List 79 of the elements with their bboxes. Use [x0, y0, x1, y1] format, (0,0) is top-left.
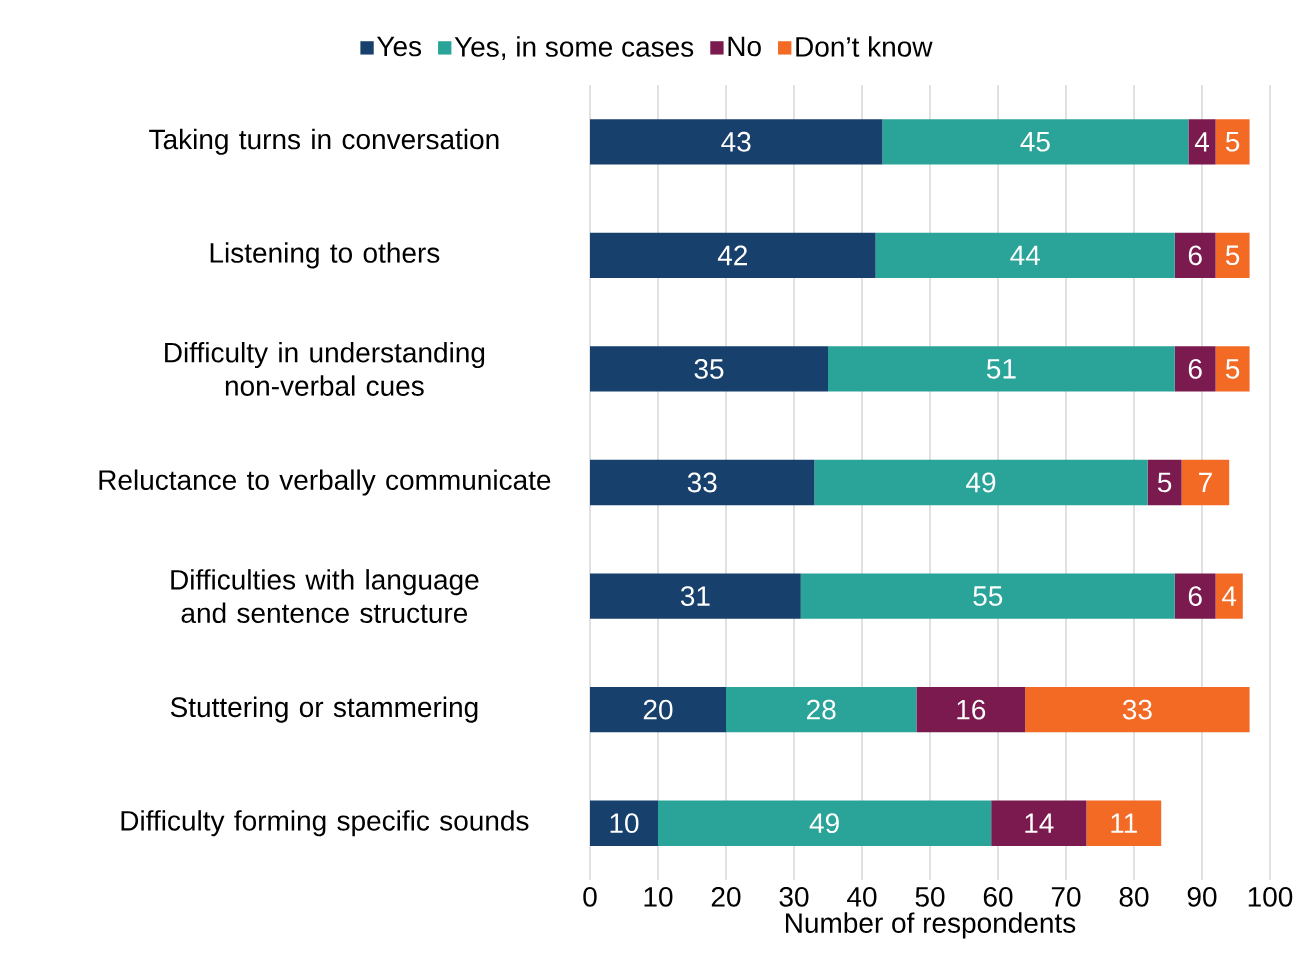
bar — [800, 573, 1175, 619]
bar — [916, 686, 1026, 733]
x-tick-label: 30 — [779, 886, 809, 907]
bar — [590, 686, 726, 733]
bar — [1188, 119, 1216, 165]
bar — [1174, 346, 1216, 392]
x-tick-label: 80 — [1119, 886, 1149, 907]
bar — [590, 573, 801, 619]
data-label: 49 — [809, 813, 839, 834]
data-label: 4 — [1194, 132, 1209, 152]
data-label: 6 — [1188, 586, 1202, 606]
data-label: 6 — [1188, 359, 1202, 379]
bar — [590, 119, 883, 165]
data-label: 6 — [1188, 245, 1202, 266]
x-tick-label: 0 — [583, 886, 597, 907]
x-tick-label: 60 — [983, 886, 1013, 907]
bar — [991, 800, 1087, 846]
data-label: 51 — [986, 359, 1016, 379]
x-tick-label: 70 — [1051, 886, 1081, 907]
bar — [875, 232, 1175, 279]
bar — [590, 232, 876, 279]
data-label: 5 — [1157, 472, 1172, 493]
x-tick-label: 40 — [847, 886, 877, 907]
bar — [590, 800, 658, 846]
data-label: 45 — [1020, 132, 1050, 152]
data-label: 5 — [1225, 359, 1240, 379]
data-label: 16 — [957, 699, 986, 720]
legend-label: Yes, in some cases — [454, 36, 694, 61]
bar — [1025, 686, 1250, 733]
data-label: 28 — [807, 699, 836, 720]
x-tick-label: 50 — [915, 886, 945, 907]
data-label: 33 — [1122, 699, 1152, 720]
data-label: 43 — [721, 131, 751, 152]
bar — [1215, 573, 1243, 619]
data-label: 7 — [1199, 472, 1212, 493]
y-tick-label: Taking turns in conversation — [149, 128, 499, 155]
y-tick-label: Stuttering or stammering — [170, 696, 478, 723]
bar — [590, 346, 828, 392]
bar — [1215, 119, 1250, 165]
legend-label: Yes — [376, 36, 422, 57]
bar — [590, 459, 815, 506]
x-tick-label: 10 — [644, 886, 673, 907]
data-label: 4 — [1222, 586, 1237, 606]
y-tick-label: Difficulty in understanding non-verbal cues — [165, 341, 485, 396]
data-label: 10 — [610, 813, 639, 834]
bar — [1215, 346, 1250, 392]
bar — [882, 119, 1189, 165]
data-label: 44 — [1010, 245, 1040, 265]
data-label: 49 — [966, 472, 996, 493]
bar — [1147, 459, 1182, 506]
data-label: 20 — [643, 699, 673, 720]
legend-label: No — [728, 36, 761, 57]
data-label: 5 — [1225, 132, 1240, 152]
bar — [1086, 800, 1162, 846]
bar — [814, 459, 1148, 506]
data-label: 33 — [687, 472, 717, 493]
x-tick-label: 90 — [1187, 886, 1217, 907]
y-tick-label: Difficulty forming specific sounds — [121, 810, 529, 837]
legend-label: Don’t know — [796, 36, 933, 57]
data-label: 14 — [1025, 813, 1054, 833]
data-label: 42 — [717, 245, 747, 266]
bar — [1215, 232, 1250, 279]
data-label: 11 — [1111, 813, 1137, 833]
bar — [1174, 232, 1216, 279]
x-tick-label: 20 — [711, 886, 741, 907]
x-axis-title: Number of respondents — [786, 912, 1076, 939]
bar — [1174, 573, 1216, 619]
bar — [726, 686, 917, 733]
y-tick-label: Listening to others — [210, 242, 440, 269]
y-tick-label: Difficulties with language and sentence structure — [171, 569, 479, 624]
bar — [828, 346, 1175, 392]
data-label: 5 — [1225, 245, 1240, 266]
y-tick-label: Reluctance to verbally communicate — [99, 469, 551, 496]
data-label: 31 — [680, 586, 710, 606]
data-label: 55 — [973, 586, 1003, 606]
bar — [658, 800, 992, 846]
bar — [1181, 459, 1230, 506]
data-label: 35 — [694, 359, 724, 379]
x-tick-label: 100 — [1248, 886, 1293, 907]
